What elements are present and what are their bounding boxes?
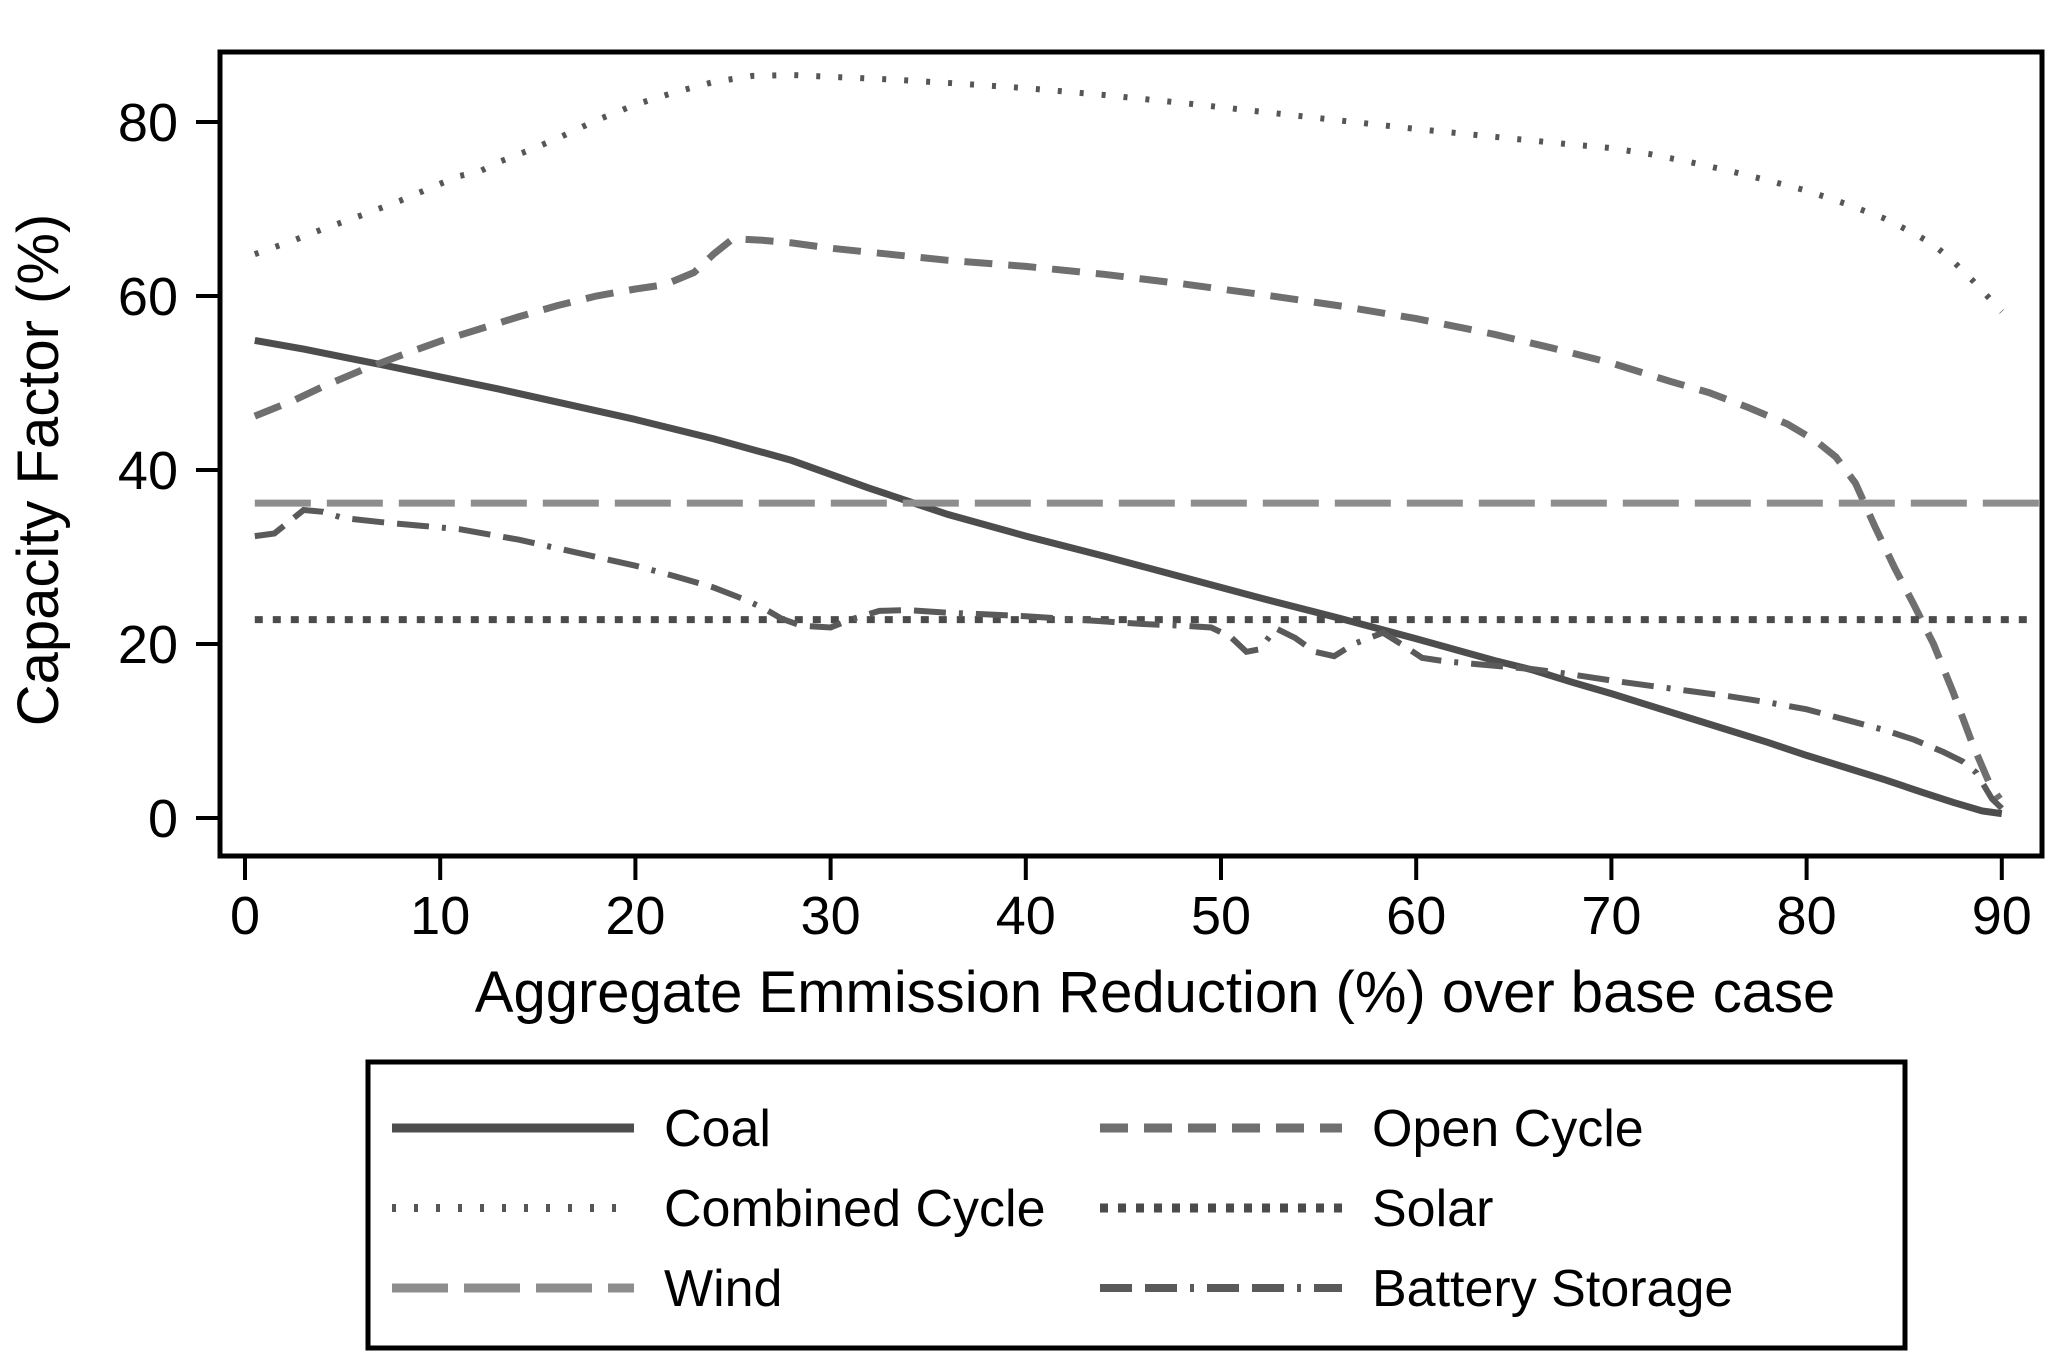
legend-item-wind: Wind — [392, 1260, 782, 1318]
legend-item-combined-cycle: Combined Cycle — [392, 1180, 1046, 1238]
legend-label-battery-storage: Battery Storage — [1372, 1260, 1733, 1318]
x-tick-label-60: 60 — [1386, 886, 1446, 946]
x-tick-label-0: 0 — [230, 886, 260, 946]
x-tick-label-50: 50 — [1191, 886, 1251, 946]
battery-storage-series-line — [254, 506, 2004, 811]
y-tick-label-60: 60 — [118, 267, 178, 327]
coal-series-line — [254, 336, 2003, 818]
x-tick-label-80: 80 — [1777, 886, 1837, 946]
legend-label-open-cycle: Open Cycle — [1372, 1100, 1644, 1158]
x-tick-label-30: 30 — [801, 886, 861, 946]
legend-item-open-cycle: Open Cycle — [1100, 1100, 1644, 1158]
x-tick-label-70: 70 — [1581, 886, 1641, 946]
x-tick-label-90: 90 — [1972, 886, 2032, 946]
open-cycle-series-line — [253, 235, 2003, 801]
legend-label-solar: Solar — [1372, 1180, 1493, 1238]
combined-cycle-series-line — [253, 71, 2005, 314]
legend-item-battery-storage: Battery Storage — [1100, 1260, 1733, 1318]
y-tick-label-40: 40 — [118, 441, 178, 501]
legend-label-wind: Wind — [664, 1260, 782, 1318]
x-tick-label-20: 20 — [605, 886, 665, 946]
x-tick-label-40: 40 — [996, 886, 1056, 946]
plot-border — [217, 49, 2045, 859]
legend-item-coal: Coal — [392, 1100, 771, 1158]
y-axis-title: Capacity Factor (%) — [6, 214, 71, 726]
legend-item-solar: Solar — [1100, 1180, 1493, 1238]
y-tick-label-20: 20 — [118, 615, 178, 675]
x-axis-title: Aggregate Emmission Reduction (%) over b… — [475, 960, 1835, 1025]
plot-series-group — [253, 71, 2041, 818]
legend: Coal Open Cycle Combined Cycle Solar Wind Bat… — [365, 1059, 1908, 1351]
axes-group: 0 10 20 30 40 50 60 70 80 90 0 20 40 60 80 — [118, 49, 2045, 946]
legend-label-combined-cycle: Combined Cycle — [664, 1180, 1046, 1238]
x-tick-label-10: 10 — [410, 886, 470, 946]
y-tick-label-80: 80 — [118, 93, 178, 153]
legend-label-coal: Coal — [664, 1100, 771, 1158]
y-tick-label-0: 0 — [148, 789, 178, 849]
